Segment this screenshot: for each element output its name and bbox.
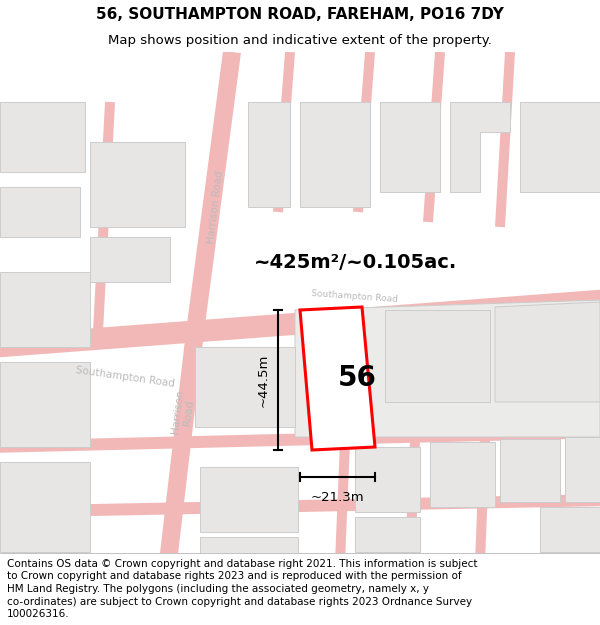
Text: to Crown copyright and database rights 2023 and is reproduced with the permissio: to Crown copyright and database rights 2… [7,571,462,581]
Text: 56, SOUTHAMPTON ROAD, FAREHAM, PO16 7DY: 56, SOUTHAMPTON ROAD, FAREHAM, PO16 7DY [96,7,504,22]
Polygon shape [430,442,495,507]
Polygon shape [495,52,515,227]
Polygon shape [200,537,298,562]
Polygon shape [495,302,600,402]
Polygon shape [520,102,600,192]
Polygon shape [475,312,495,562]
Polygon shape [0,426,600,453]
Polygon shape [90,237,170,282]
Polygon shape [405,317,425,562]
Polygon shape [300,307,375,450]
Polygon shape [93,102,115,332]
Text: co-ordinates) are subject to Crown copyright and database rights 2023 Ordnance S: co-ordinates) are subject to Crown copyr… [7,596,472,606]
Polygon shape [295,300,600,437]
Text: ~425m²/~0.105ac.: ~425m²/~0.105ac. [253,253,457,271]
Text: Southampton Road: Southampton Road [75,365,175,389]
Polygon shape [0,462,90,552]
Polygon shape [0,187,80,237]
Polygon shape [0,272,90,347]
Polygon shape [500,439,560,502]
Text: Harrison
Road: Harrison Road [170,389,196,435]
Text: 56: 56 [338,364,377,392]
Text: Map shows position and indicative extent of the property.: Map shows position and indicative extent… [108,34,492,47]
Polygon shape [380,102,440,192]
Polygon shape [159,331,204,563]
Polygon shape [385,310,490,402]
Polygon shape [273,52,295,212]
Polygon shape [300,102,370,207]
Polygon shape [355,517,420,552]
Polygon shape [0,362,90,447]
Polygon shape [0,289,600,358]
Polygon shape [543,307,560,562]
Polygon shape [200,467,298,532]
Text: Southampton Road: Southampton Road [311,289,398,304]
Polygon shape [186,51,241,333]
Polygon shape [355,447,420,512]
Polygon shape [248,102,290,207]
Polygon shape [0,494,600,518]
Polygon shape [540,507,600,552]
Text: ~44.5m: ~44.5m [257,353,270,407]
Polygon shape [423,52,445,222]
Polygon shape [565,437,600,502]
Text: 100026316.: 100026316. [7,609,70,619]
Polygon shape [195,347,295,427]
Polygon shape [0,102,85,172]
Polygon shape [90,142,185,227]
Text: Harrison Road: Harrison Road [206,170,226,244]
Text: Contains OS data © Crown copyright and database right 2021. This information is : Contains OS data © Crown copyright and d… [7,559,478,569]
Text: ~21.3m: ~21.3m [311,491,364,504]
Polygon shape [353,52,375,212]
Polygon shape [450,102,510,192]
Polygon shape [335,322,355,562]
Text: HM Land Registry. The polygons (including the associated geometry, namely x, y: HM Land Registry. The polygons (includin… [7,584,429,594]
